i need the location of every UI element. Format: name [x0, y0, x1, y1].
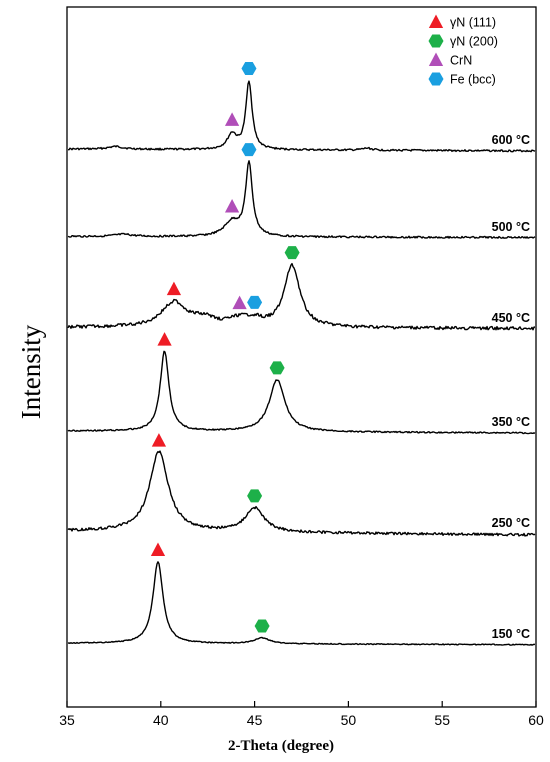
x-tick-label: 50 [341, 712, 357, 728]
peak-marker-gn111 [166, 281, 182, 296]
trace-500-c [67, 160, 536, 239]
temperature-labels-group: 600 °C 500 °C 450 °C 350 °C 250 °C 150 °C [492, 133, 530, 641]
series-label-600-c: 600 °C [492, 133, 530, 147]
trace-450-c [67, 262, 536, 331]
peak-markers-group [150, 61, 300, 633]
legend-label-crn: CrN [450, 54, 472, 68]
peak-marker-crn [224, 199, 240, 213]
peak-marker-gn200 [247, 489, 263, 503]
trace-250-c [67, 450, 536, 537]
x-tick-label: 45 [247, 712, 263, 728]
x-axis: 35 40 45 50 55 60 [59, 701, 544, 728]
series-label-250-c: 250 °C [492, 516, 530, 530]
peak-marker-gn111 [151, 433, 167, 447]
peak-marker-gn200 [284, 246, 300, 260]
y-axis-title: Intensity [16, 324, 46, 419]
trace-600-c [67, 80, 536, 153]
x-tick-label: 40 [153, 712, 169, 728]
peak-marker-fe [247, 295, 263, 309]
legend-label-fe: Fe (bcc) [450, 73, 496, 87]
legend-marker-fe [428, 72, 444, 86]
series-label-450-c: 450 °C [492, 311, 530, 325]
legend: γN (111) γN (200) CrN Fe (bcc) [428, 14, 498, 87]
x-tick-label: 35 [59, 712, 75, 728]
series-label-350-c: 350 °C [492, 415, 530, 429]
plot-frame [66, 6, 537, 708]
peak-marker-fe [241, 143, 257, 157]
trace-150-c [67, 561, 536, 646]
peak-marker-gn111 [150, 542, 166, 556]
x-axis-title: 2-Theta (degree) [228, 738, 334, 754]
peak-marker-gn200 [269, 361, 285, 375]
legend-marker-crn [428, 52, 444, 66]
peak-marker-gn200 [254, 619, 270, 633]
legend-marker-gn200 [428, 34, 444, 48]
legend-marker-gn111 [428, 14, 444, 28]
x-tick-label: 55 [434, 712, 450, 728]
trace-350-c [67, 350, 536, 435]
series-label-150-c: 150 °C [492, 627, 530, 641]
peak-marker-fe [241, 61, 257, 75]
legend-label-gn111: γN (111) [450, 16, 496, 30]
legend-label-gn200: γN (200) [450, 35, 498, 49]
series-label-500-c: 500 °C [492, 220, 530, 234]
traces-group [67, 80, 536, 646]
peak-marker-gn111 [157, 332, 172, 346]
peak-marker-crn [224, 112, 240, 126]
x-tick-label: 60 [528, 712, 544, 728]
peak-marker-crn [232, 295, 247, 310]
